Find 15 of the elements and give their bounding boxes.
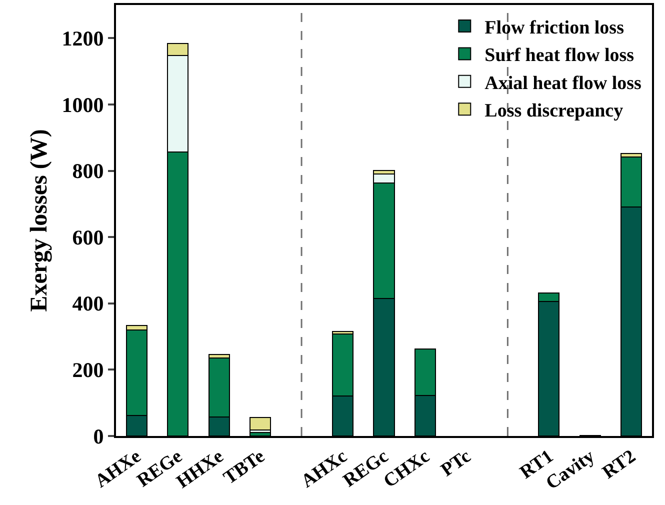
bar	[250, 416, 272, 431]
y-tick-label: 0	[93, 424, 104, 448]
legend-label: Flow friction loss	[484, 17, 624, 38]
y-tick-label: 1000	[62, 92, 104, 117]
legend-label: Surf heat flow loss	[484, 45, 634, 66]
x-tick-label: RT2	[598, 446, 640, 484]
y-tick-label: 200	[72, 358, 104, 382]
x-tick-label: PTc	[437, 446, 475, 481]
legend-label: Loss discrepancy	[484, 100, 624, 122]
legend-label: Axial heat flow loss	[484, 72, 642, 94]
y-tick-label: 400	[72, 292, 104, 316]
y-axis-title: Exergy losses (W)	[26, 129, 52, 312]
y-tick-label: 600	[72, 225, 104, 250]
y-tick-label: 800	[72, 159, 104, 184]
y-tick-label: 1200	[62, 26, 104, 50]
